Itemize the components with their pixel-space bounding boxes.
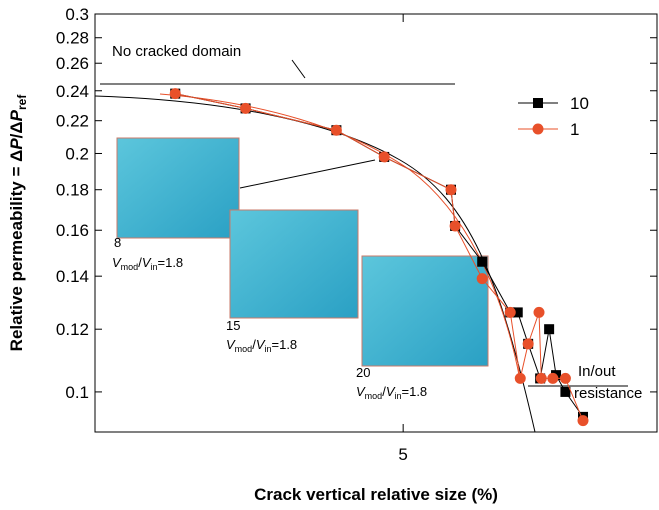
y-tick-label: 0.2 (65, 144, 89, 163)
ratio-part: in (264, 344, 271, 354)
arrow (239, 159, 376, 189)
data-point (560, 386, 571, 397)
ratio-part: V (142, 255, 152, 270)
snapshot-image (116, 137, 240, 239)
ratio-part: =1.8 (158, 255, 184, 270)
y-tick-label: 0.1 (65, 383, 89, 402)
data-point (240, 102, 252, 114)
fit-curve (94, 95, 536, 433)
data-point (514, 372, 526, 384)
ratio-part: / (138, 255, 142, 270)
ratio-part: =1.8 (402, 384, 428, 399)
data-point (559, 372, 571, 384)
ratio-part: / (252, 337, 256, 352)
ratio-part: V (386, 384, 396, 399)
data-point (512, 307, 523, 318)
y-tick-label: 0.16 (56, 221, 89, 240)
y-tick-label: 0.22 (56, 112, 89, 131)
data-point (547, 372, 559, 384)
ratio-part: mod (365, 391, 383, 401)
ratio-part: V (226, 337, 236, 352)
legend-label: 1 (570, 120, 579, 139)
snapshots (116, 137, 489, 367)
y-axis-label: Relative permeability = ΔP/ΔPref (7, 94, 29, 352)
data-point (477, 256, 488, 267)
snapshot-ratio: Vmod/Vin=1.8 (356, 384, 427, 401)
annotation: No cracked domain (112, 43, 241, 60)
legend-marker (533, 98, 543, 108)
data-point (476, 273, 488, 285)
legend-label: 10 (570, 94, 589, 113)
data-point (378, 151, 390, 163)
snapshot-ratio: Vmod/Vin=1.8 (226, 337, 297, 354)
ratio-part: mod (121, 262, 139, 272)
data-point (577, 415, 589, 427)
data-point (504, 306, 516, 318)
data-point (544, 324, 555, 335)
snapshot-ratio: Vmod/Vin=1.8 (112, 255, 183, 272)
y-tick-label: 0.12 (56, 320, 89, 339)
data-point (330, 124, 342, 136)
snapshot-image (229, 209, 359, 319)
data-point (533, 306, 545, 318)
snapshot-image (361, 255, 489, 367)
y-tick-label: 0.14 (56, 267, 89, 286)
y-tick-label: 0.28 (56, 29, 89, 48)
y-tick-label: 0.3 (65, 5, 89, 24)
data-point (535, 372, 547, 384)
x-axis-label: Crack vertical relative size (%) (254, 485, 498, 504)
data-point (445, 184, 457, 196)
snapshot-size: 20 (356, 365, 370, 380)
y-tick-label: 0.26 (56, 54, 89, 73)
ratio-part: in (150, 262, 157, 272)
annotation: resistance (574, 385, 642, 402)
data-point (449, 220, 461, 232)
legend-marker (532, 123, 544, 135)
snapshot-size: 15 (226, 318, 240, 333)
ratio-part: V (256, 337, 266, 352)
y-tick-label: 0.24 (56, 82, 89, 101)
data-point (169, 88, 181, 100)
annotation: In/out (578, 363, 616, 380)
ratio-part: V (356, 384, 366, 399)
snapshot-size: 8 (114, 235, 121, 250)
data-point (522, 338, 534, 350)
arrow (291, 59, 306, 79)
plot-frame (94, 13, 658, 433)
ratio-part: mod (235, 344, 253, 354)
x-tick-label: 5 (398, 445, 407, 464)
ratio-part: =1.8 (272, 337, 298, 352)
ratio-part: V (112, 255, 122, 270)
ratio-part: / (382, 384, 386, 399)
ratio-part: in (394, 391, 401, 401)
y-tick-label: 0.18 (56, 181, 89, 200)
